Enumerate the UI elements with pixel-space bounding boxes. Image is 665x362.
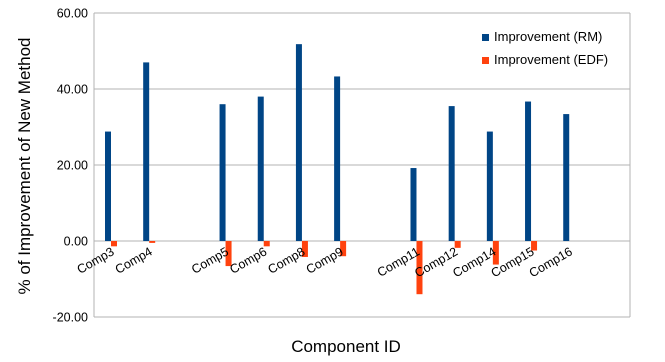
bar-edf-comp15	[531, 241, 538, 251]
bar-edf-comp4	[149, 241, 156, 243]
x-tick-label: Comp4	[113, 244, 155, 276]
bar-rm-comp16	[563, 114, 570, 241]
bar-edf-comp9	[340, 241, 347, 257]
bar-edf-comp3	[111, 241, 117, 247]
bar-rm-comp6	[257, 96, 264, 241]
bar-rm-comp14	[486, 131, 493, 241]
bars	[105, 44, 570, 295]
legend: Improvement (RM) Improvement (EDF)	[482, 29, 608, 67]
bar-edf-comp12	[454, 241, 461, 248]
legend-label: Improvement (EDF)	[494, 52, 608, 67]
bar-rm-comp9	[334, 76, 341, 242]
bar-rm-comp11	[410, 168, 417, 241]
bar-edf-comp11	[416, 241, 423, 295]
x-tick-label: Comp9	[304, 244, 346, 276]
x-axis-title: Component ID	[291, 337, 401, 356]
y-tick-label: 20.00	[57, 159, 88, 173]
y-tick-label: -20.00	[53, 311, 88, 325]
bar-rm-comp3	[105, 131, 111, 241]
bar-rm-comp4	[143, 62, 150, 242]
y-tick-label: 40.00	[57, 83, 88, 97]
x-tick-label: Comp6	[227, 244, 269, 276]
x-tick-label: Comp14	[450, 244, 498, 280]
bar-rm-comp12	[448, 106, 455, 241]
bar-rm-comp15	[525, 101, 532, 241]
x-tick-label: Comp8	[266, 244, 308, 276]
legend-swatch	[482, 57, 489, 64]
bar-edf-comp8	[301, 241, 308, 257]
x-tick-label: Comp5	[189, 244, 231, 276]
gridlines	[93, 12, 631, 318]
bar-rm-comp8	[295, 44, 302, 241]
legend-label: Improvement (RM)	[494, 29, 602, 44]
bar-edf-comp6	[263, 241, 270, 247]
y-tick-labels: -20.00 0.00 20.00 40.00 60.00	[53, 7, 89, 325]
x-tick-label: Comp3	[75, 244, 117, 276]
y-tick-label: 60.00	[57, 7, 88, 21]
y-axis-title: % of Improvement of New Method	[15, 37, 34, 294]
bar-edf-comp14	[492, 241, 499, 265]
bar-rm-comp5	[219, 104, 226, 241]
legend-swatch	[482, 34, 489, 41]
bar-edf-comp5	[225, 241, 232, 267]
y-tick-label: 0.00	[64, 235, 88, 249]
